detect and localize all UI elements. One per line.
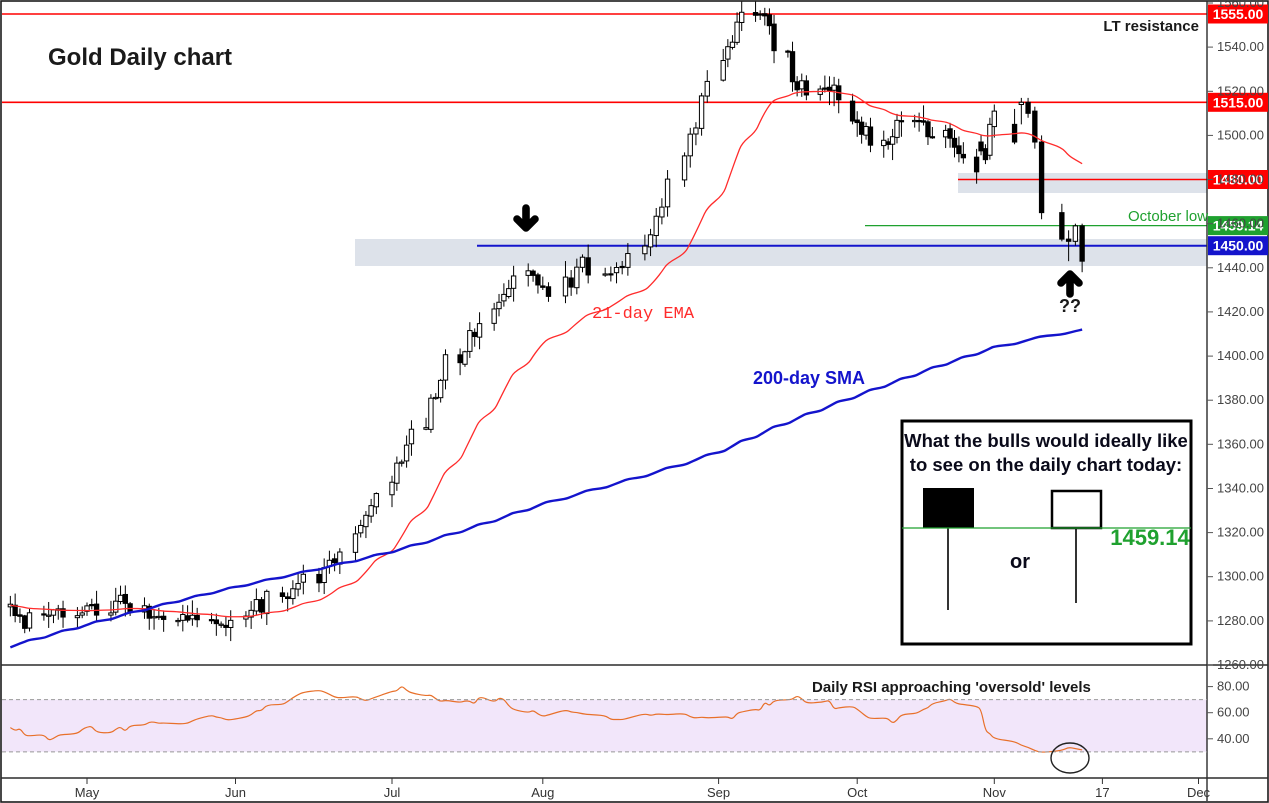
svg-text:Dec: Dec xyxy=(1187,785,1211,800)
svg-text:Aug: Aug xyxy=(531,785,554,800)
svg-text:1360.00: 1360.00 xyxy=(1217,436,1264,451)
svg-text:??: ?? xyxy=(1059,296,1081,316)
svg-text:Daily RSI approaching 'oversol: Daily RSI approaching 'oversold' levels xyxy=(812,679,1091,696)
svg-text:1340.00: 1340.00 xyxy=(1217,481,1264,496)
svg-text:40.00: 40.00 xyxy=(1217,731,1250,746)
svg-text:1320.00: 1320.00 xyxy=(1217,525,1264,540)
svg-text:May: May xyxy=(75,785,100,800)
svg-text:1460.00: 1460.00 xyxy=(1217,216,1264,231)
svg-text:17: 17 xyxy=(1095,785,1109,800)
svg-text:1520.00: 1520.00 xyxy=(1217,83,1264,98)
svg-text:1300.00: 1300.00 xyxy=(1217,569,1264,584)
svg-text:1500.00: 1500.00 xyxy=(1217,127,1264,142)
svg-text:60.00: 60.00 xyxy=(1217,705,1250,720)
svg-text:1440.00: 1440.00 xyxy=(1217,260,1264,275)
svg-text:Nov: Nov xyxy=(983,785,1007,800)
svg-text:to see on the daily chart toda: to see on the daily chart today: xyxy=(910,454,1182,475)
svg-text:1280.00: 1280.00 xyxy=(1217,613,1264,628)
svg-text:Jun: Jun xyxy=(225,785,246,800)
svg-text:1260.00: 1260.00 xyxy=(1217,657,1264,672)
svg-text:1560.00: 1560.00 xyxy=(1217,0,1264,10)
svg-text:1450.00: 1450.00 xyxy=(1213,238,1264,254)
svg-text:1400.00: 1400.00 xyxy=(1217,348,1264,363)
svg-text:Jul: Jul xyxy=(384,785,401,800)
svg-text:Gold Daily chart: Gold Daily chart xyxy=(48,44,232,71)
svg-text:1380.00: 1380.00 xyxy=(1217,392,1264,407)
svg-text:1480.00: 1480.00 xyxy=(1217,172,1264,187)
svg-text:80.00: 80.00 xyxy=(1217,679,1250,694)
svg-text:Oct: Oct xyxy=(847,785,868,800)
svg-text:21-day EMA: 21-day EMA xyxy=(592,305,695,324)
svg-text:1459.14: 1459.14 xyxy=(1110,525,1190,550)
svg-text:What the bulls would ideally l: What the bulls would ideally like xyxy=(904,430,1188,451)
svg-text:Sep: Sep xyxy=(707,785,730,800)
svg-text:1420.00: 1420.00 xyxy=(1217,304,1264,319)
svg-text:or: or xyxy=(1010,551,1030,573)
svg-text:October low: October low xyxy=(1128,208,1208,225)
svg-text:1540.00: 1540.00 xyxy=(1217,39,1264,54)
svg-text:200-day SMA: 200-day SMA xyxy=(753,368,865,388)
svg-text:LT resistance: LT resistance xyxy=(1103,18,1199,35)
